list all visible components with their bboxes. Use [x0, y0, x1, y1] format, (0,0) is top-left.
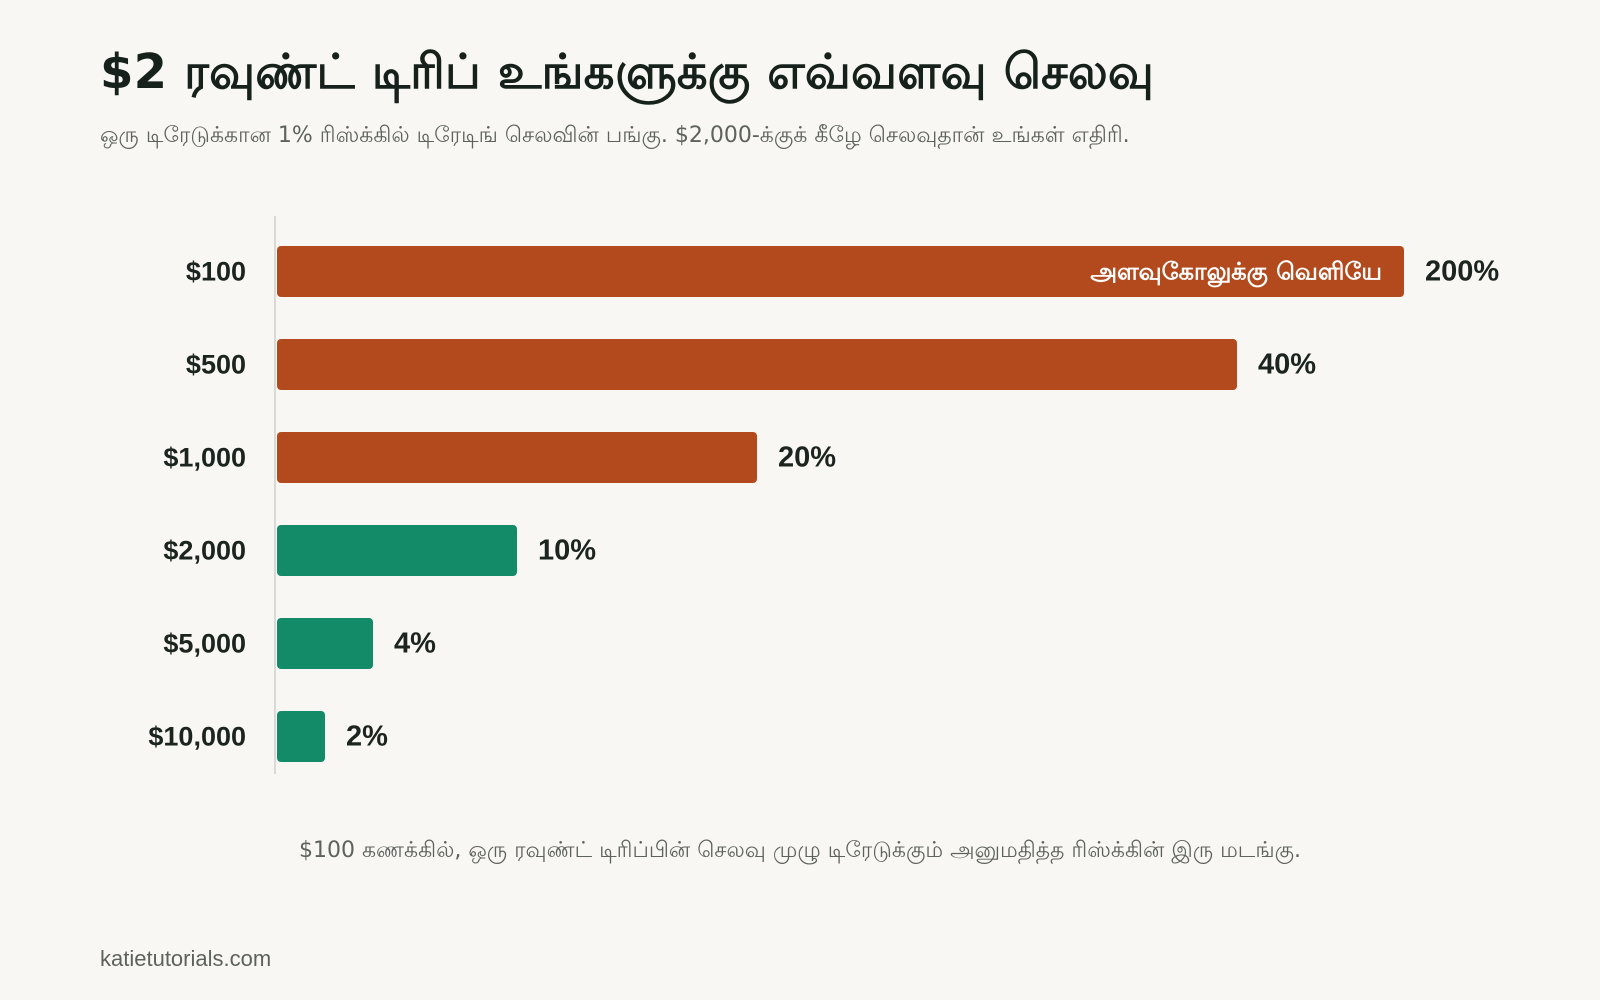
category-label: $100 — [186, 257, 246, 287]
bar — [277, 246, 1404, 297]
page-title: $2 ரவுண்ட் டிரிப் உங்களுக்கு எவ்வளவு செல… — [100, 44, 1155, 100]
bar — [277, 525, 517, 576]
value-label: 10% — [538, 535, 596, 567]
bars-layer: $100 200% அளவுகோலுக்கு வெளியே $500 40% $1,000… — [148, 216, 1499, 774]
category-label: $2,000 — [163, 536, 246, 566]
category-label: $5,000 — [163, 629, 246, 659]
bar — [277, 711, 325, 762]
value-label: 200% — [1425, 256, 1499, 288]
bar — [277, 618, 373, 669]
chart-footnote: $100 கணக்கில், ஒரு ரவுண்ட் டிரிப்பின் செ… — [298, 838, 1302, 863]
value-label: 40% — [1258, 349, 1316, 381]
value-label: 2% — [346, 721, 388, 753]
out-of-scale-label: அளவுகோலுக்கு வெளியே — [1090, 258, 1382, 288]
page-subtitle: ஒரு டிரேடுக்கான 1% ரிஸ்க்கில் டிரேடிங் ச… — [100, 123, 1130, 148]
category-label: $500 — [186, 350, 246, 380]
value-label: 4% — [394, 628, 436, 660]
bar — [277, 432, 757, 483]
source-credit: katietutorials.com — [100, 946, 272, 971]
category-label: $1,000 — [163, 443, 246, 473]
bar — [277, 339, 1237, 390]
value-label: 20% — [778, 442, 836, 474]
category-label: $10,000 — [148, 722, 246, 752]
